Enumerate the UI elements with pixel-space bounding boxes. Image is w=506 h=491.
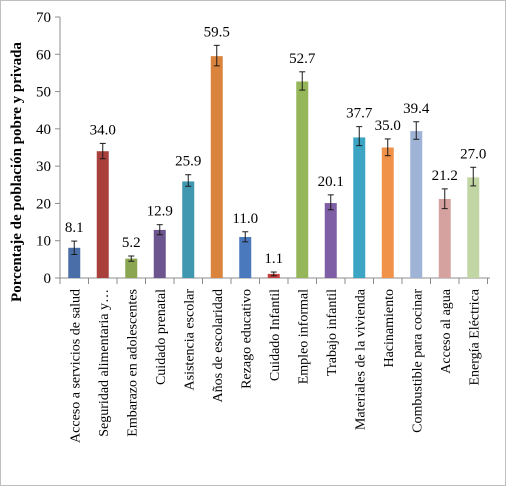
data-label: 11.0: [232, 211, 258, 227]
y-axis-label: Porcentaje de población pobre y privada: [9, 42, 25, 302]
data-label: 27.0: [460, 146, 486, 162]
bar: [324, 203, 337, 278]
data-label: 1.1: [264, 251, 283, 267]
data-label: 35.0: [375, 118, 401, 134]
category-label: Cuidado prenatal: [154, 289, 169, 385]
data-label: 25.9: [175, 154, 201, 170]
data-label: 5.2: [122, 235, 141, 251]
category-labels: Acceso a servicios de salud Seguridad ali…: [68, 288, 482, 443]
category-label: Acceso a servicios de salud: [68, 289, 83, 443]
category-label: Cuidado Infantil: [268, 289, 283, 381]
category-label: Hacinamiento: [382, 289, 397, 368]
bar: [96, 151, 109, 278]
y-tick-label: 50: [36, 85, 51, 101]
category-label: Seguridad alimentaria y…: [97, 289, 112, 437]
data-label: 20.1: [318, 174, 344, 190]
bars: 8.1 34.0 5.2 12.9 25.9 59.5 11.0 1.1 52.7 20.1 37.…: [65, 24, 486, 279]
bar: [125, 258, 138, 278]
bar: [68, 247, 81, 278]
data-label: 8.1: [65, 220, 84, 236]
data-label: 37.7: [346, 106, 373, 122]
y-tick-label: 60: [36, 47, 51, 63]
bar: [438, 198, 451, 278]
data-label: 21.2: [432, 168, 458, 184]
bar: [182, 181, 195, 278]
y-tick-label: 0: [44, 271, 52, 287]
y-tick-label: 40: [36, 122, 51, 138]
data-label: 34.0: [90, 122, 116, 138]
category-label: Acceso al agua: [439, 288, 454, 374]
bar: [210, 56, 223, 279]
y-tick-label: 30: [36, 159, 51, 175]
category-label: Trabajo infantil: [325, 289, 340, 376]
y-tick-label: 20: [36, 196, 51, 212]
bar: [153, 229, 166, 278]
data-label: 59.5: [204, 24, 230, 40]
bar: [239, 236, 252, 278]
y-tick-label: 70: [36, 10, 51, 26]
category-label: Rezago educativo: [239, 289, 254, 389]
bar: [353, 137, 366, 278]
data-label: 12.9: [147, 204, 173, 220]
category-label: Años de escolaridad: [211, 289, 226, 403]
data-label: 52.7: [289, 51, 316, 67]
bar: [410, 131, 423, 278]
bar: [467, 177, 480, 278]
bar: [296, 81, 309, 278]
category-label: Embarazo en adolescentes: [125, 289, 140, 437]
category-label: Empleo informal: [296, 289, 311, 384]
bar: [381, 147, 394, 278]
category-label: Materiales de la vivienda: [353, 288, 368, 430]
category-label: Combustible para cocinar: [410, 289, 425, 433]
data-label: 39.4: [403, 101, 430, 117]
y-tick-label: 10: [36, 234, 51, 250]
category-label: Asistencia escolar: [182, 289, 197, 391]
category-label: Energía Eléctrica: [467, 288, 482, 385]
